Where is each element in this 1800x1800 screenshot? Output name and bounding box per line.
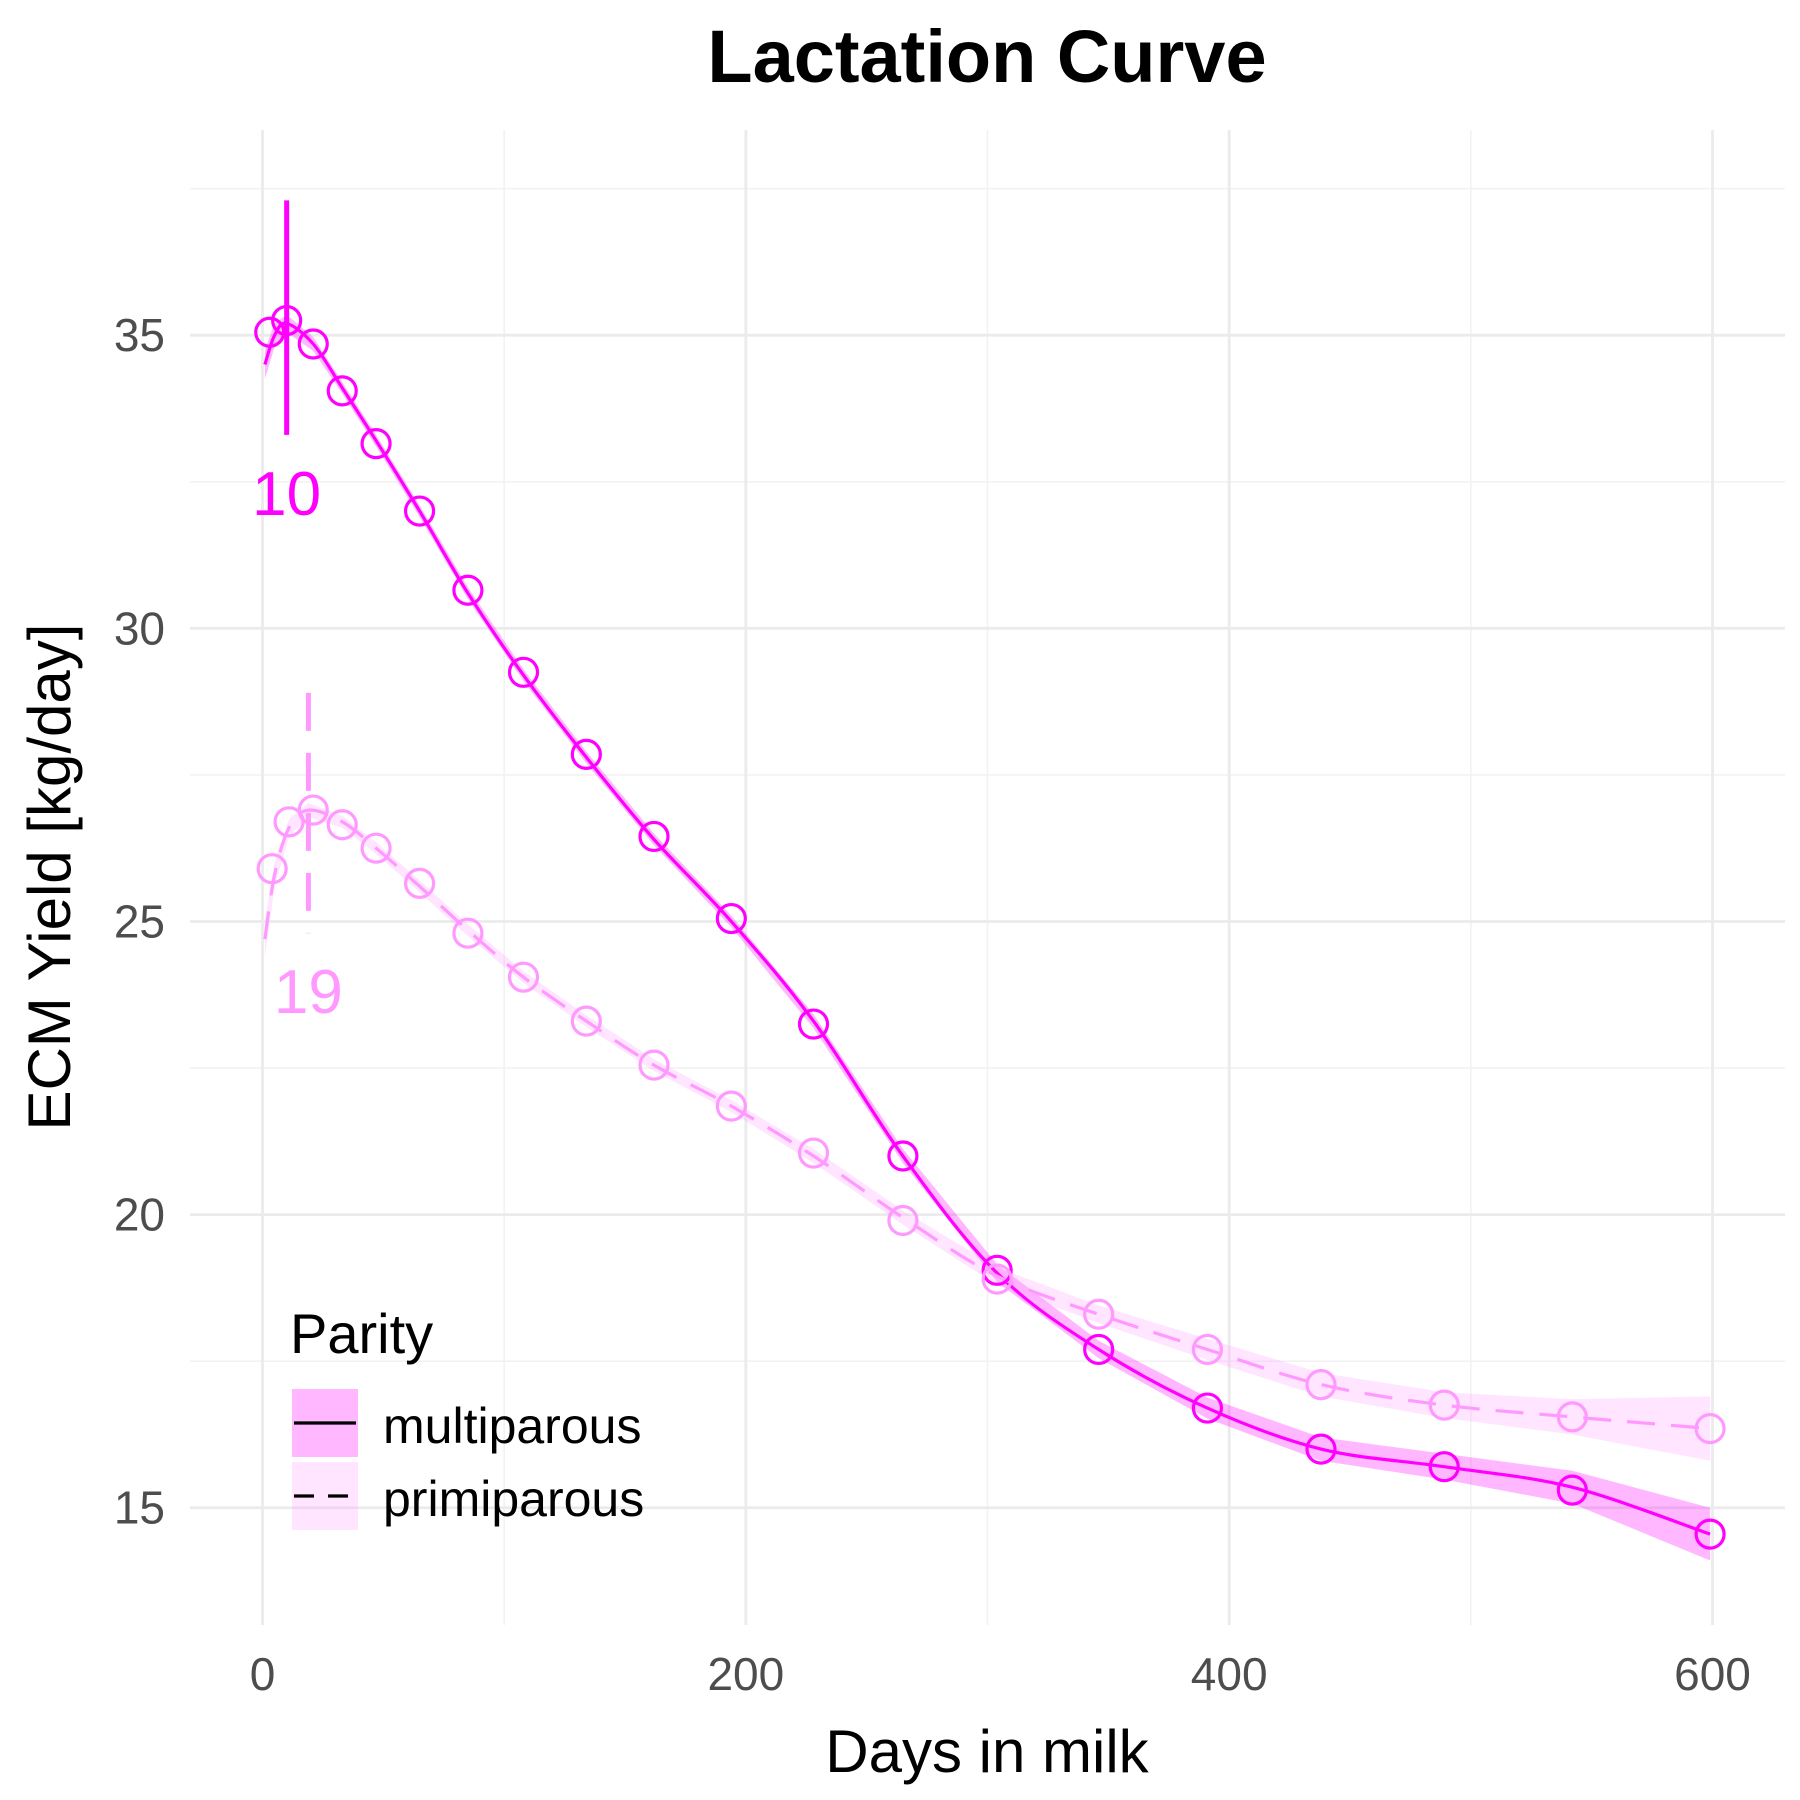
legend-label-primiparous: primiparous: [383, 1471, 644, 1527]
data-point-primiparous: [715, 1090, 747, 1122]
x-tick-label: 0: [250, 1648, 276, 1700]
y-axis-title: ECM Yield [kg/day]: [16, 624, 83, 1131]
chart-title: Lactation Curve: [707, 15, 1266, 98]
x-tick-label: 600: [1674, 1648, 1751, 1700]
data-point-primiparous: [1083, 1298, 1115, 1330]
data-point-multiparous: [1083, 1333, 1115, 1366]
data-point-multiparous: [403, 495, 436, 527]
y-tick-label: 35: [114, 309, 165, 361]
x-axis-title: Days in milk: [825, 1718, 1149, 1785]
y-tick-label: 15: [114, 1482, 165, 1534]
data-point-multiparous: [1556, 1474, 1588, 1506]
data-point-multiparous: [1694, 1518, 1726, 1550]
data-points: [254, 304, 1726, 1550]
legend-keys: [292, 1389, 358, 1530]
tick-labels: 0 200 400 600 15 20 25 30 35: [114, 309, 1751, 1700]
data-point-primiparous: [452, 917, 484, 949]
fit-line-primiparous: [263, 808, 1711, 1431]
legend-title: Parity: [290, 1302, 433, 1365]
peak-label-primiparous: 19: [274, 958, 343, 1027]
data-point-multiparous: [326, 375, 358, 407]
data-point-primiparous: [507, 961, 540, 993]
data-point-primiparous: [638, 1049, 670, 1081]
data-point-primiparous: [403, 867, 436, 899]
data-point-multiparous: [1428, 1451, 1460, 1483]
data-point-primiparous: [1694, 1412, 1726, 1445]
data-point-primiparous: [1191, 1333, 1224, 1366]
peak-label-multiparous: 10: [252, 460, 321, 529]
legend: Parity multiparous primiparous: [290, 1302, 644, 1530]
data-point-multiparous: [887, 1140, 919, 1172]
x-tick-label: 200: [707, 1648, 784, 1700]
data-point-multiparous: [297, 328, 329, 360]
y-tick-label: 20: [114, 1189, 165, 1241]
data-point-multiparous: [981, 1254, 1013, 1286]
y-tick-label: 30: [114, 602, 165, 654]
data-point-multiparous: [797, 1008, 830, 1040]
data-point-primiparous: [360, 832, 392, 864]
data-point-primiparous: [1305, 1369, 1337, 1401]
data-point-primiparous: [1556, 1401, 1588, 1433]
data-point-primiparous: [981, 1263, 1013, 1295]
y-tick-label: 25: [114, 895, 165, 947]
data-point-multiparous: [452, 574, 484, 606]
data-point-multiparous: [360, 428, 392, 460]
data-point-primiparous: [256, 853, 288, 885]
data-point-multiparous: [254, 316, 286, 348]
data-point-primiparous: [887, 1204, 919, 1237]
data-point-multiparous: [638, 820, 670, 853]
data-point-primiparous: [297, 794, 329, 826]
data-point-multiparous: [1305, 1433, 1337, 1465]
data-point-multiparous: [715, 902, 747, 935]
data-point-primiparous: [326, 809, 358, 841]
legend-label-multiparous: multiparous: [383, 1398, 641, 1454]
data-point-primiparous: [570, 1005, 602, 1037]
data-point-multiparous: [1191, 1392, 1224, 1424]
data-point-primiparous: [1428, 1389, 1460, 1421]
data-point-multiparous: [570, 738, 602, 770]
data-point-primiparous: [797, 1137, 830, 1169]
data-point-multiparous: [507, 656, 540, 688]
peak-markers: 10 19: [252, 200, 343, 1027]
x-tick-label: 400: [1191, 1648, 1268, 1700]
